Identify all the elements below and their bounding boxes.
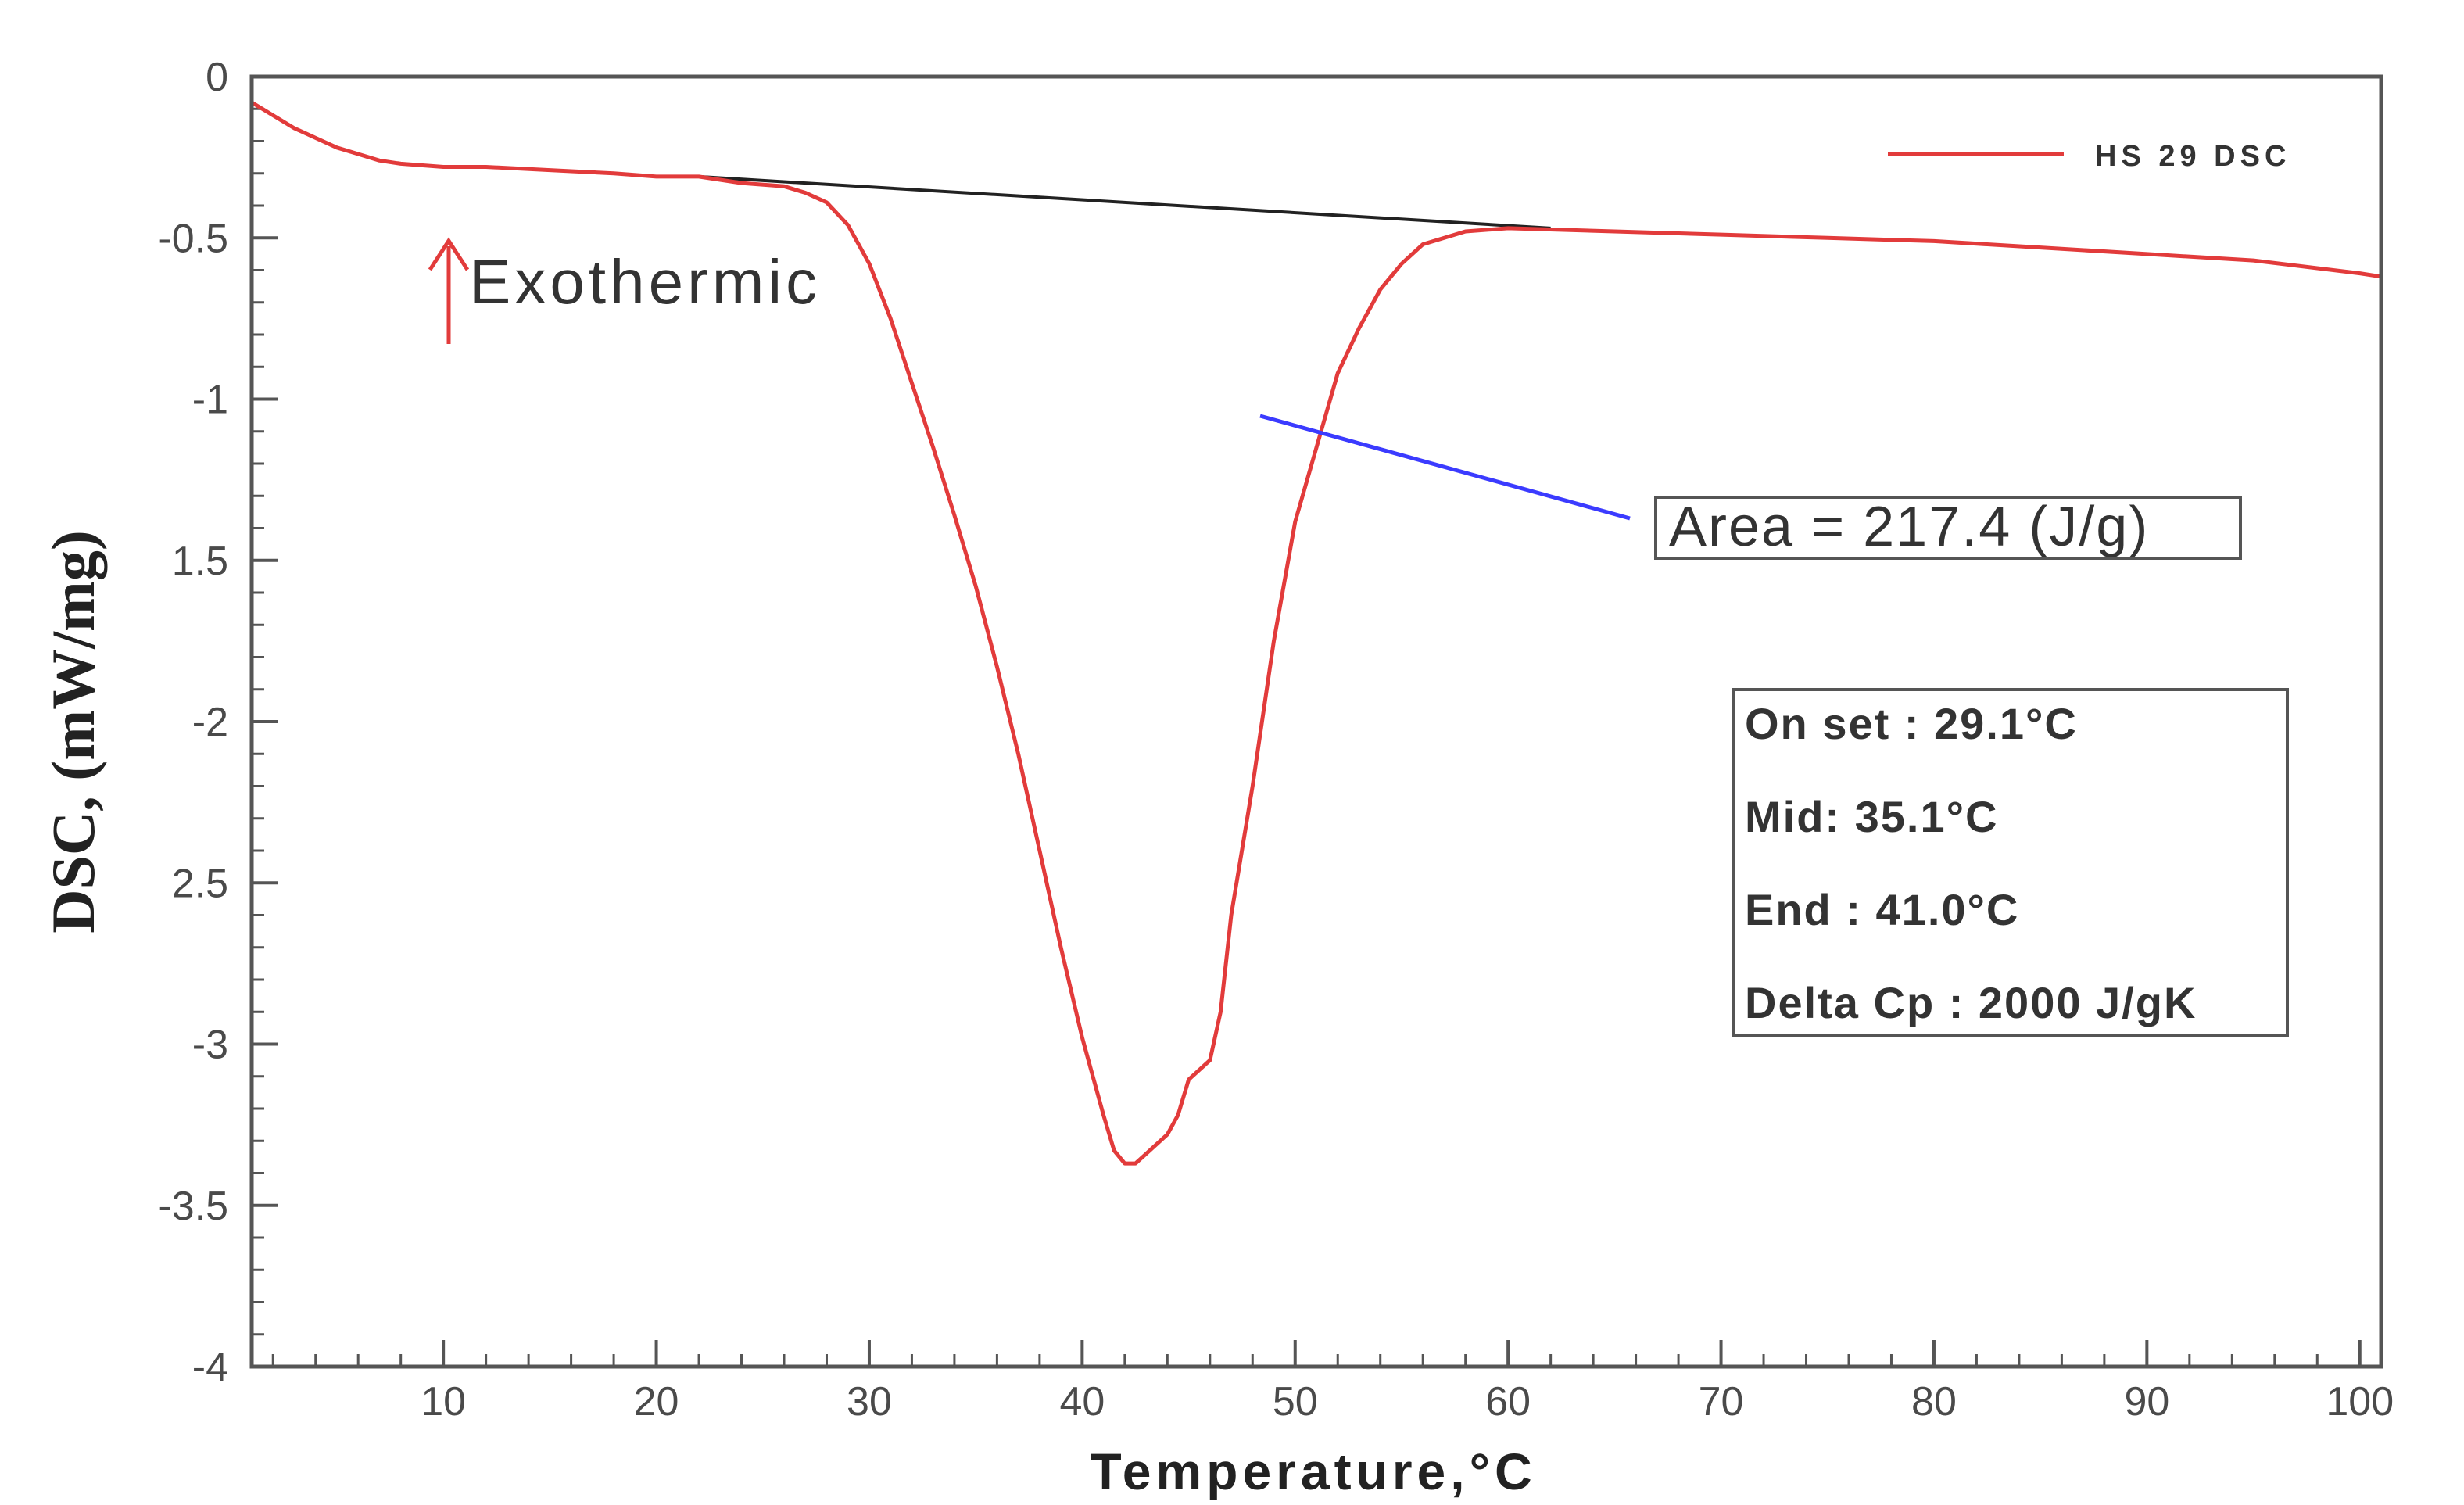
x-tick-label: 90 <box>2124 1379 2169 1424</box>
info-box-frame <box>1732 688 2289 1037</box>
y-tick-label: -3 <box>192 1023 228 1068</box>
x-axis-title: Temperature,°C <box>1090 1442 1536 1500</box>
y-tick-label: 1.5 <box>172 539 228 584</box>
plot-frame <box>249 74 2383 1369</box>
x-tick-label: 20 <box>634 1379 679 1424</box>
x-tick-label: 100 <box>2326 1379 2394 1424</box>
series-line-hs29-dsc <box>249 100 2383 1166</box>
area-pointer-line <box>1259 414 1631 521</box>
legend: HS 29 DSC <box>1888 140 2290 173</box>
y-tick-label: -2 <box>192 700 228 745</box>
data-layer <box>249 100 2383 1166</box>
info-delta-cp: Delta Cp : 2000 J/gK <box>1745 978 2197 1027</box>
area-label: Area = 217.4 (J/g) <box>1669 496 2149 558</box>
info-onset: On set : 29.1°C <box>1745 699 2078 748</box>
legend-label: HS 29 DSC <box>2095 140 2290 173</box>
ticks-layer: 10 20 30 40 50 60 70 80 90 100 0 -0.5 -1 1.5 -2 2.5 -3 -3… <box>158 55 2394 1424</box>
x-tick-label: 60 <box>1485 1379 1531 1424</box>
x-tick-label: 10 <box>421 1379 466 1424</box>
y-tick-label: 2.5 <box>172 861 228 906</box>
y-tick-label: -0.5 <box>158 216 228 261</box>
y-tick-label: -3.5 <box>158 1184 228 1229</box>
y-tick-label: 0 <box>206 55 228 100</box>
x-tick-label: 30 <box>847 1379 892 1424</box>
area-annotation: Area = 217.4 (J/g) <box>1259 414 2242 560</box>
x-tick-label: 40 <box>1059 1379 1105 1424</box>
y-tick-label: -1 <box>192 378 228 423</box>
baseline-line <box>698 174 1551 230</box>
area-box <box>1654 496 2242 560</box>
y-axis-title: DSC, (mW/mg) <box>39 530 107 933</box>
info-end: End : 41.0°C <box>1745 885 2019 934</box>
x-tick-label: 50 <box>1273 1379 1318 1424</box>
exothermic-arrow-head <box>428 237 470 271</box>
x-tick-label: 80 <box>1911 1379 1957 1424</box>
y-tick-label: -4 <box>192 1345 228 1390</box>
exothermic-label: Exothermic <box>469 247 821 317</box>
exothermic-annotation: Exothermic <box>428 237 821 344</box>
x-tick-label: 70 <box>1699 1379 1744 1424</box>
info-box: On set : 29.1°C Mid: 35.1°C End : 41.0°C… <box>1732 688 2289 1037</box>
info-mid: Mid: 35.1°C <box>1745 792 1998 841</box>
